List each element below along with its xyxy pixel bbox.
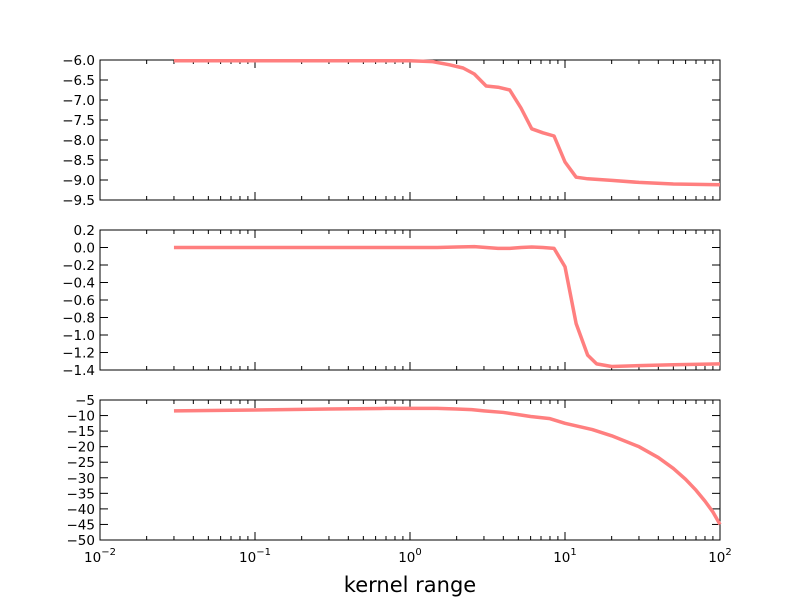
y-tick-label: −15: [67, 424, 96, 440]
y-tick-label: −0.2: [62, 258, 95, 274]
y-tick-label: −1.2: [62, 346, 95, 362]
y-tick-label: −20: [67, 440, 96, 456]
y-tick-label: −9.0: [62, 173, 95, 189]
y-tick-label: −8.5: [62, 153, 95, 169]
y-tick-label: −7.0: [62, 93, 95, 109]
plot-frame: [99, 59, 721, 201]
x-axis-label: kernel range: [344, 573, 476, 597]
subplot-2: 0.2 0.0−0.2 −0.4−0.6 −0.8−1.0 −1.2−1.4: [62, 223, 721, 379]
y-tick-label: 0.0: [74, 241, 95, 257]
y-tick-label: −30: [67, 471, 96, 487]
series-line: [173, 244, 721, 369]
x-tick-label: 10−1: [239, 547, 271, 566]
series-line: [173, 406, 722, 526]
x-tick-label: 101: [553, 547, 577, 566]
x-tick-label: 10−2: [84, 547, 116, 566]
y-tick-label: −25: [67, 455, 96, 471]
y-tick-label: −9.5: [62, 193, 95, 209]
y-tick-label: 0.2: [74, 223, 95, 239]
y-tick-label: −10: [67, 409, 96, 425]
subplot-1: −6.0 −6.5 −7.0 −7.5 −8.0 −8.5 −9.0 −9.5: [62, 53, 721, 209]
plot-frame: [99, 399, 721, 541]
y-tick-label: −8.0: [62, 133, 95, 149]
x-tick-label: 100: [398, 547, 422, 566]
y-tick-label: −1.4: [62, 363, 95, 379]
y-tick-label: −6.5: [62, 73, 95, 89]
y-tick-label: −0.8: [62, 311, 95, 327]
y-tick-label: −6.0: [62, 53, 95, 69]
x-tick-label: 102: [708, 547, 732, 566]
y-tick-label: −7.5: [62, 113, 95, 129]
plot-frame: [99, 229, 721, 371]
y-tick-label: −50: [67, 533, 96, 549]
y-tick-label: −1.0: [62, 328, 95, 344]
y-tick-label: −5: [75, 393, 95, 409]
y-tick-label: −0.4: [62, 276, 95, 292]
y-tick-label: −40: [67, 502, 96, 518]
series-line: [173, 59, 721, 187]
y-tick-label: −0.6: [62, 293, 95, 309]
y-tick-label: −35: [67, 486, 96, 502]
y-tick-label: −45: [67, 517, 96, 533]
